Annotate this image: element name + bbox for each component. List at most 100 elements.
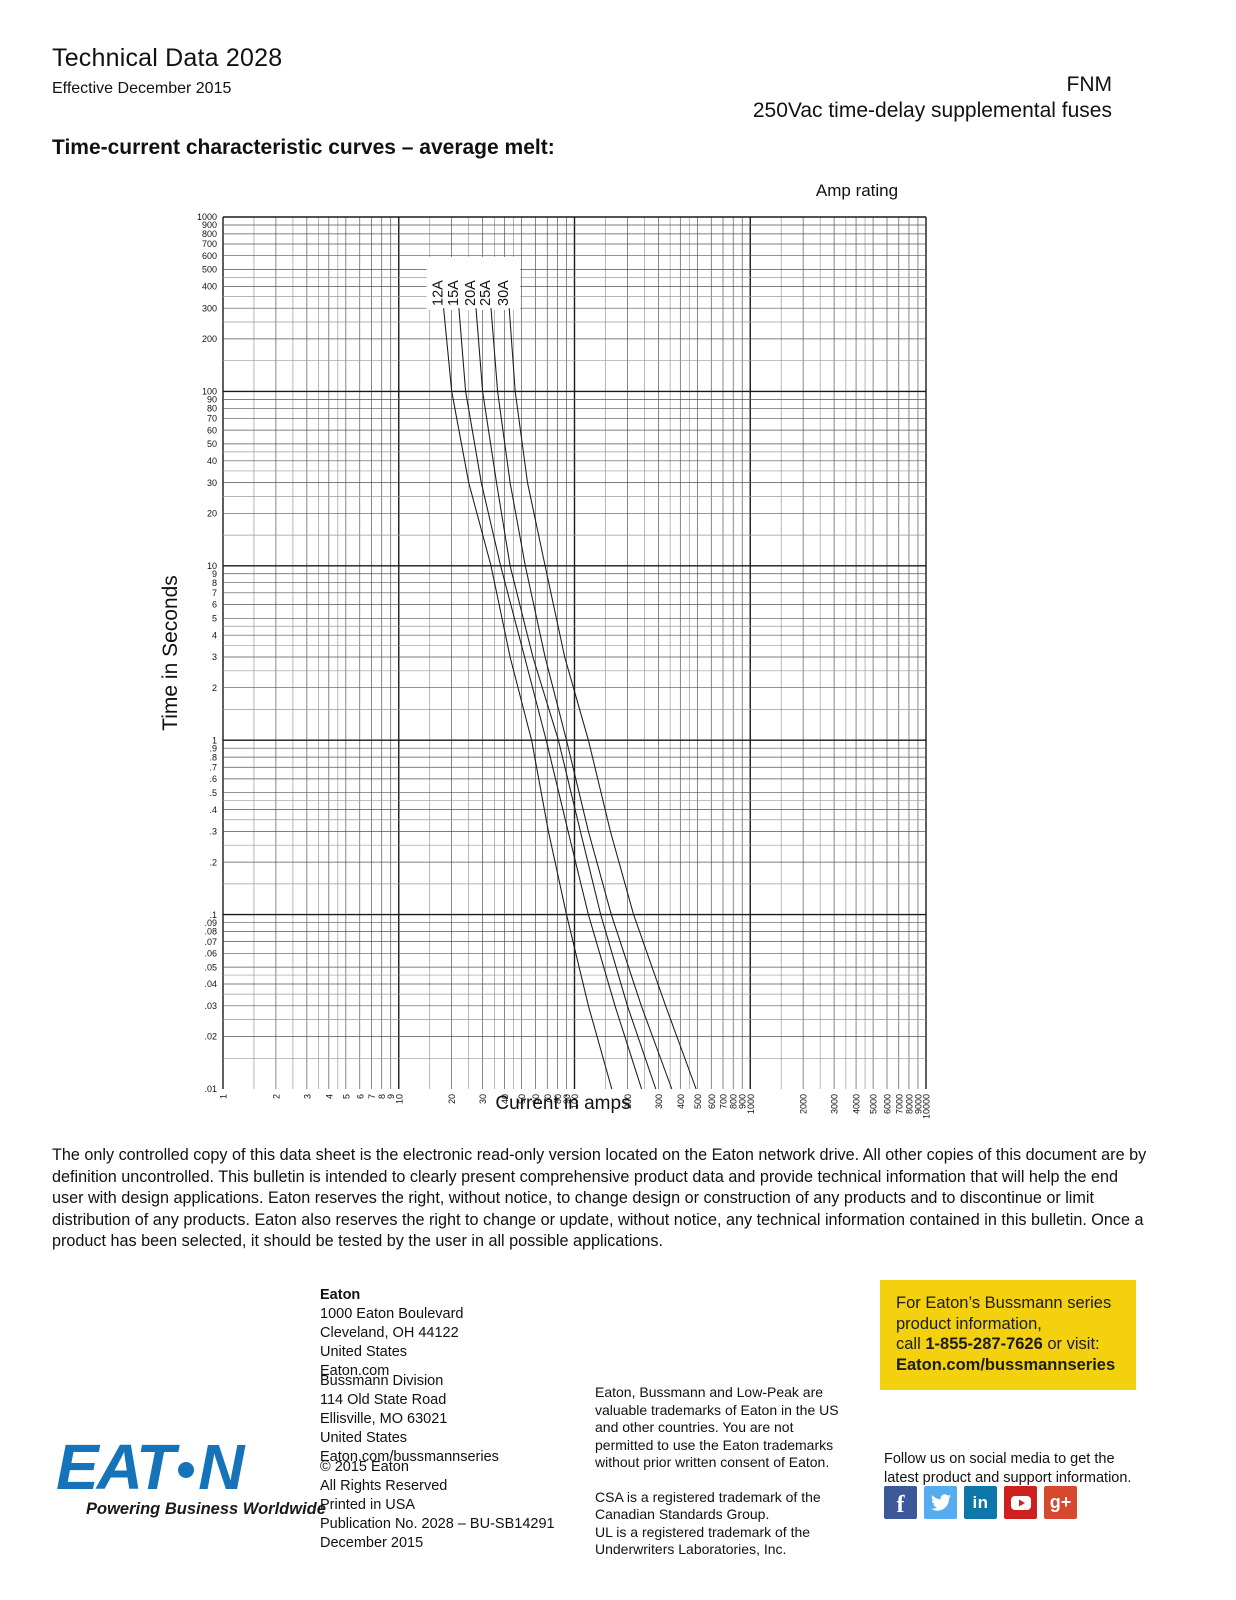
eaton-logo-word: EAT N bbox=[56, 1431, 326, 1503]
svg-text:800: 800 bbox=[729, 1094, 739, 1109]
google-plus-icon[interactable]: g+ bbox=[1044, 1486, 1077, 1519]
svg-text:7: 7 bbox=[212, 588, 217, 598]
svg-text:9: 9 bbox=[386, 1094, 396, 1099]
doc-title: Technical Data 2028 bbox=[52, 44, 283, 72]
svg-text:500: 500 bbox=[202, 265, 217, 275]
svg-text:2: 2 bbox=[212, 683, 217, 693]
svg-text:900: 900 bbox=[202, 220, 217, 230]
svg-text:500: 500 bbox=[693, 1094, 703, 1109]
svg-text:3: 3 bbox=[302, 1094, 312, 1099]
svg-text:600: 600 bbox=[707, 1094, 717, 1109]
svg-text:30A: 30A bbox=[496, 280, 512, 306]
trademark-block: Eaton, Bussmann and Low-Peak are valuabl… bbox=[595, 1384, 845, 1559]
csa-trademark-line: CSA is a registered trademark of the Can… bbox=[595, 1488, 821, 1523]
promo-line: product information, bbox=[896, 1314, 1042, 1333]
svg-text:.4: .4 bbox=[209, 805, 217, 815]
svg-text:70: 70 bbox=[207, 414, 217, 424]
svg-text:12A: 12A bbox=[431, 280, 447, 306]
svg-text:700: 700 bbox=[719, 1094, 729, 1109]
svg-text:40: 40 bbox=[207, 456, 217, 466]
svg-text:4: 4 bbox=[212, 630, 217, 640]
facebook-icon[interactable]: f bbox=[884, 1486, 917, 1519]
ul-trademark-line: UL is a registered trademark of the Unde… bbox=[595, 1523, 811, 1558]
svg-text:Amp rating: Amp rating bbox=[816, 181, 898, 200]
svg-text:.01: .01 bbox=[204, 1084, 217, 1094]
svg-text:300: 300 bbox=[202, 303, 217, 313]
svg-text:3: 3 bbox=[212, 652, 217, 662]
svg-text:20: 20 bbox=[207, 509, 217, 519]
svg-text:5: 5 bbox=[212, 613, 217, 623]
svg-text:10: 10 bbox=[394, 1094, 404, 1104]
svg-text:2: 2 bbox=[271, 1094, 281, 1099]
eaton-name: Eaton bbox=[320, 1287, 361, 1303]
svg-text:20A: 20A bbox=[463, 280, 479, 306]
svg-text:7000: 7000 bbox=[894, 1094, 904, 1114]
tcc-chart-svg: 1000900800700600500400300200100908070605… bbox=[159, 181, 932, 1119]
svg-text:200: 200 bbox=[202, 334, 217, 344]
svg-text:.2: .2 bbox=[209, 857, 217, 867]
bussmann-address-block: Bussmann Division 114 Old State Road Ell… bbox=[320, 1372, 499, 1467]
svg-text:8: 8 bbox=[377, 1094, 387, 1099]
svg-text:.3: .3 bbox=[209, 827, 217, 837]
svg-text:.08: .08 bbox=[204, 927, 217, 937]
address-line: United States bbox=[320, 1430, 408, 1446]
svg-text:.06: .06 bbox=[204, 948, 217, 958]
eaton-logo-letters-left: EAT bbox=[56, 1431, 175, 1503]
svg-text:8000: 8000 bbox=[904, 1094, 914, 1114]
copyright-line: © 2015 Eaton bbox=[320, 1459, 409, 1475]
address-line: Ellisville, MO 63021 bbox=[320, 1411, 448, 1427]
bussmann-url[interactable]: Eaton.com/bussmannseries bbox=[320, 1449, 499, 1465]
svg-text:20: 20 bbox=[447, 1094, 457, 1104]
linkedin-glyph: in bbox=[972, 1492, 989, 1512]
svg-text:50: 50 bbox=[207, 439, 217, 449]
linkedin-icon[interactable]: in bbox=[964, 1486, 997, 1519]
svg-text:40: 40 bbox=[500, 1094, 510, 1104]
twitter-icon[interactable] bbox=[924, 1486, 957, 1519]
svg-text:1: 1 bbox=[219, 1094, 229, 1099]
address-line: United States bbox=[320, 1344, 408, 1360]
svg-text:3000: 3000 bbox=[830, 1094, 840, 1114]
svg-text:1000: 1000 bbox=[746, 1094, 756, 1114]
eaton-tagline: Powering Business Worldwide bbox=[86, 1500, 326, 1518]
svg-text:30: 30 bbox=[478, 1094, 488, 1104]
svg-text:.02: .02 bbox=[204, 1032, 217, 1042]
svg-text:800: 800 bbox=[202, 229, 217, 239]
svg-text:.9: .9 bbox=[209, 743, 217, 753]
eaton-url[interactable]: Eaton.com bbox=[320, 1363, 390, 1379]
promo-call-line: call 1-855-287-7626 or visit: bbox=[896, 1334, 1126, 1355]
social-text: Follow us on social media to get the lat… bbox=[884, 1450, 1131, 1488]
svg-text:300: 300 bbox=[654, 1094, 664, 1109]
product-family: FNM bbox=[1066, 73, 1113, 96]
effective-date: Effective December 2015 bbox=[52, 80, 232, 97]
svg-text:2000: 2000 bbox=[799, 1094, 809, 1114]
svg-text:.09: .09 bbox=[204, 918, 217, 928]
svg-text:700: 700 bbox=[202, 239, 217, 249]
svg-text:10000: 10000 bbox=[922, 1094, 932, 1119]
google-plus-glyph: g+ bbox=[1049, 1492, 1072, 1512]
promo-call-suffix: or visit: bbox=[1042, 1335, 1100, 1353]
svg-text:.04: .04 bbox=[204, 979, 217, 989]
time-current-chart: 1000 900 800 700 600 500 400 300 200 100 90 80 70 60 5… bbox=[150, 180, 960, 1120]
product-description: 250Vac time-delay supplemental fuses bbox=[752, 99, 1112, 122]
svg-text:8: 8 bbox=[212, 578, 217, 588]
social-text-line: latest product and support information. bbox=[884, 1470, 1132, 1486]
promo-link[interactable]: Eaton.com/bussmannseries bbox=[896, 1355, 1116, 1374]
promo-call-prefix: call bbox=[896, 1335, 926, 1353]
disclaimer-paragraph: The only controlled copy of this data sh… bbox=[52, 1146, 1147, 1250]
svg-text:1000: 1000 bbox=[197, 212, 217, 222]
youtube-icon[interactable] bbox=[1004, 1486, 1037, 1519]
svg-text:9000: 9000 bbox=[913, 1094, 923, 1114]
svg-text:200: 200 bbox=[623, 1094, 633, 1109]
svg-text:60: 60 bbox=[207, 425, 217, 435]
svg-text:Time in Seconds: Time in Seconds bbox=[159, 575, 182, 731]
promo-phone[interactable]: 1-855-287-7626 bbox=[925, 1335, 1043, 1353]
copyright-line: Printed in USA bbox=[320, 1497, 416, 1513]
eaton-address-block: Eaton 1000 Eaton Boulevard Cleveland, OH… bbox=[320, 1286, 464, 1381]
svg-text:25A: 25A bbox=[478, 280, 494, 306]
svg-text:1: 1 bbox=[212, 735, 217, 745]
svg-text:.05: .05 bbox=[204, 962, 217, 972]
address-line: 1000 Eaton Boulevard bbox=[320, 1306, 464, 1322]
eaton-logo-letters-right: N bbox=[198, 1431, 244, 1503]
svg-text:7: 7 bbox=[367, 1094, 377, 1099]
